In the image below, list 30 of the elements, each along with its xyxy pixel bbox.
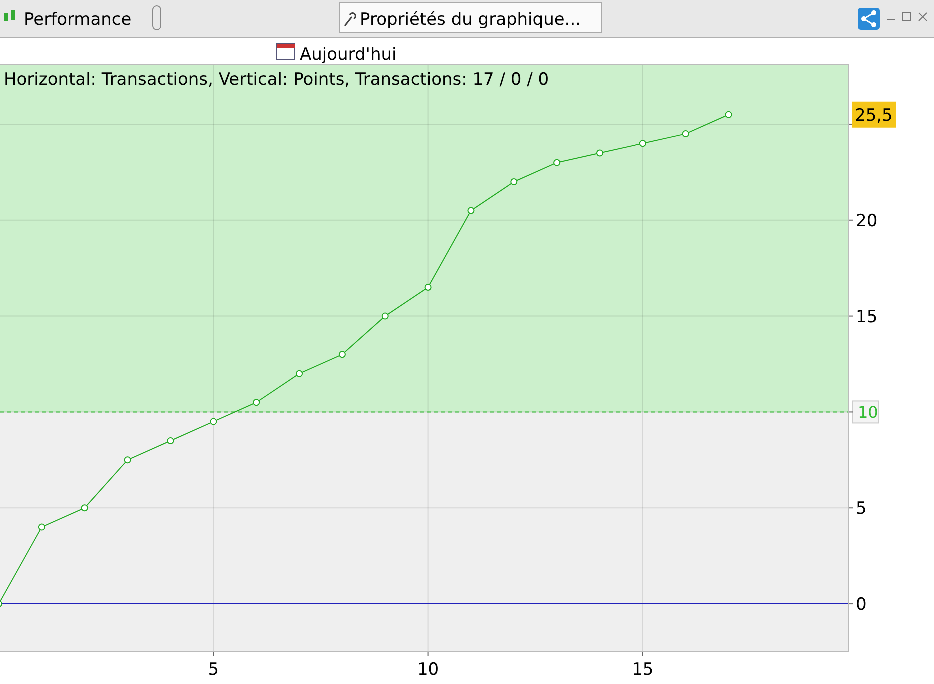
point — [167, 437, 174, 444]
x-tick-label: 10 — [417, 660, 440, 680]
chart-title: Horizontal: Transactions, Vertical: Points, Transactions: 17 / 0 / 0 — [4, 70, 550, 90]
point — [554, 159, 561, 166]
y-tick-label: 20 — [856, 211, 878, 232]
y-tick-label: 15 — [856, 307, 878, 328]
text: Performance — [24, 10, 132, 30]
point — [38, 524, 46, 531]
point — [124, 456, 132, 464]
point — [382, 312, 389, 320]
point — [253, 399, 260, 406]
point — [338, 351, 346, 358]
ref-line-label: 10 — [858, 403, 878, 422]
point — [81, 504, 88, 512]
text: 25,5 — [855, 106, 893, 126]
point — [296, 370, 304, 378]
point — [510, 178, 518, 186]
point — [424, 284, 432, 292]
point — [682, 130, 690, 138]
x-tick-label: 15 — [632, 660, 654, 680]
x-tick-label: 5 — [208, 660, 220, 680]
y-tick-label: 5 — [856, 499, 867, 520]
text: Propriétés du graphique... — [360, 10, 582, 30]
point — [210, 418, 218, 426]
y-tick-label: 0 — [856, 595, 867, 616]
annotation: Aujourd'hui — [300, 45, 397, 65]
point — [468, 207, 475, 214]
point — [639, 140, 646, 148]
point — [596, 150, 604, 157]
point — [725, 111, 732, 118]
